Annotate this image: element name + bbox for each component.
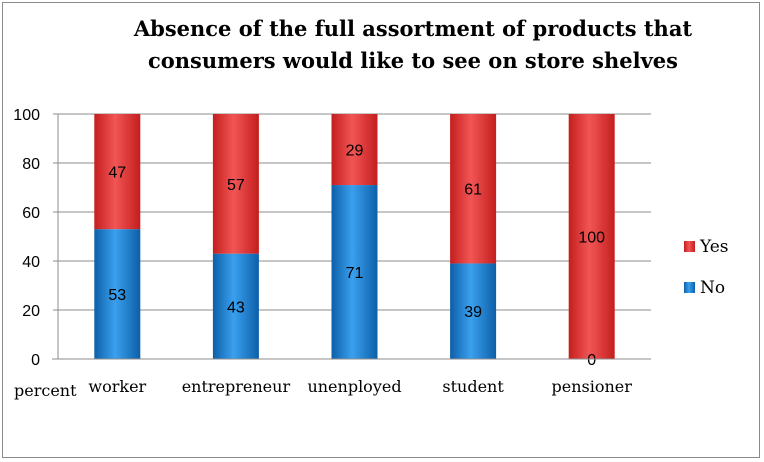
legend: Yes No [684, 237, 729, 298]
x-tick-label: entrepreneur [182, 377, 291, 396]
bar-yes [450, 114, 497, 264]
data-label: 53 [108, 287, 126, 304]
legend-swatch-yes [684, 241, 695, 252]
y-tick-label: 20 [22, 303, 40, 320]
legend-swatch-no [684, 282, 695, 293]
data-label: 29 [346, 143, 364, 160]
x-tick-label: student [442, 377, 504, 396]
data-label: 0 [587, 352, 596, 369]
axes: 0 20 40 60 80 100 percent worker entrepreneur une… [13, 107, 651, 400]
data-labels: 53 47 43 57 71 29 39 61 0 100 [108, 143, 605, 369]
data-label: 57 [227, 177, 245, 194]
legend-label-yes: Yes [699, 237, 729, 257]
chart-title: Absence of the full assortment of produc… [133, 16, 693, 73]
y-tick-label: 80 [22, 156, 40, 173]
data-label: 71 [346, 265, 364, 282]
bar-no [212, 253, 259, 359]
y-tick-label: 0 [31, 352, 40, 369]
bar-no [94, 229, 141, 359]
bar-yes [331, 114, 378, 186]
bar-yes [94, 114, 141, 230]
data-label: 39 [464, 304, 482, 321]
data-label: 61 [464, 182, 482, 199]
x-tick-label: pensioner [551, 377, 632, 396]
legend-label-no: No [700, 278, 725, 298]
bar-yes [212, 114, 259, 254]
data-label: 47 [108, 165, 126, 182]
y-tick-label: 60 [22, 205, 40, 222]
y-axis-label: percent [14, 381, 77, 400]
bar-no [450, 263, 497, 359]
y-tick-label: 40 [22, 254, 40, 271]
bar-yes [568, 114, 615, 359]
x-tick-label: unenployed [307, 377, 401, 396]
bars [94, 114, 615, 359]
data-label: 43 [227, 299, 245, 316]
y-tick-label: 100 [13, 107, 40, 124]
data-label: 100 [578, 230, 605, 247]
x-tick-label: worker [88, 377, 146, 396]
bar-no [331, 185, 378, 359]
